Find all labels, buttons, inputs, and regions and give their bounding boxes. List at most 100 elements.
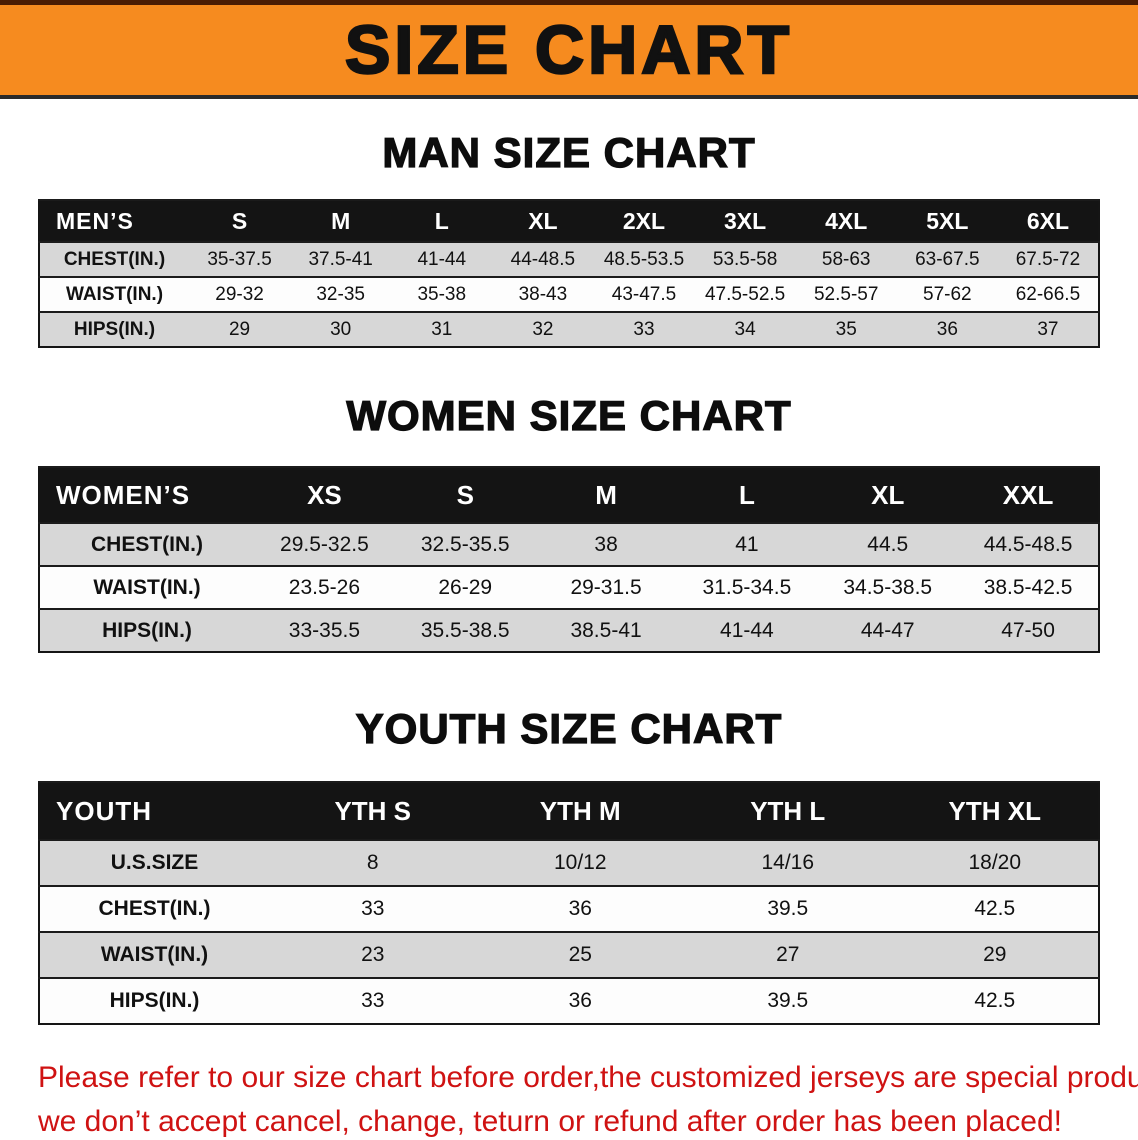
column-header: XL bbox=[817, 467, 958, 523]
table-cell: 29 bbox=[892, 932, 1100, 978]
column-header: S bbox=[395, 467, 536, 523]
column-header: XS bbox=[254, 467, 395, 523]
table-cell: 10/12 bbox=[477, 840, 685, 886]
table-cell: 58-63 bbox=[796, 242, 897, 277]
page-title: SIZE CHART bbox=[345, 11, 793, 89]
disclaimer: Please refer to our size chart before or… bbox=[38, 1059, 1100, 1140]
table-cell: 35.5-38.5 bbox=[395, 609, 536, 652]
row-label: HIPS(IN.) bbox=[39, 609, 254, 652]
column-header: 6XL bbox=[998, 200, 1099, 242]
table-cell: 38.5-42.5 bbox=[958, 566, 1099, 609]
table-cell: 38 bbox=[536, 523, 677, 566]
row-label: CHEST(IN.) bbox=[39, 523, 254, 566]
column-header: 5XL bbox=[897, 200, 998, 242]
table-cell: 41-44 bbox=[391, 242, 492, 277]
table-cell: 33 bbox=[269, 886, 477, 932]
disclaimer-line-2: we don’t accept cancel, change, teturn o… bbox=[38, 1103, 1100, 1140]
column-header: M bbox=[536, 467, 677, 523]
table-cell: 32-35 bbox=[290, 277, 391, 312]
table-cell: 43-47.5 bbox=[593, 277, 694, 312]
table-cell: 47.5-52.5 bbox=[695, 277, 796, 312]
column-header: YTH L bbox=[684, 782, 892, 840]
table-cell: 25 bbox=[477, 932, 685, 978]
row-label: WAIST(IN.) bbox=[39, 566, 254, 609]
table-cell: 26-29 bbox=[395, 566, 536, 609]
table-cell: 31.5-34.5 bbox=[676, 566, 817, 609]
row-label: CHEST(IN.) bbox=[39, 242, 189, 277]
column-header: 2XL bbox=[593, 200, 694, 242]
row-label: WAIST(IN.) bbox=[39, 932, 269, 978]
row-label: U.S.SIZE bbox=[39, 840, 269, 886]
table-cell: 33 bbox=[593, 312, 694, 347]
table-cell: 32.5-35.5 bbox=[395, 523, 536, 566]
table-cell: 35-37.5 bbox=[189, 242, 290, 277]
table-cell: 36 bbox=[477, 978, 685, 1024]
column-header: S bbox=[189, 200, 290, 242]
column-header: L bbox=[676, 467, 817, 523]
table-header-label: YOUTH bbox=[39, 782, 269, 840]
column-header: YTH M bbox=[477, 782, 685, 840]
table-cell: 36 bbox=[897, 312, 998, 347]
table-cell: 41-44 bbox=[676, 609, 817, 652]
column-header: M bbox=[290, 200, 391, 242]
table-cell: 14/16 bbox=[684, 840, 892, 886]
column-header: YTH XL bbox=[892, 782, 1100, 840]
table-cell: 39.5 bbox=[684, 886, 892, 932]
table-cell: 33 bbox=[269, 978, 477, 1024]
table-cell: 47-50 bbox=[958, 609, 1099, 652]
column-header: 4XL bbox=[796, 200, 897, 242]
table-cell: 36 bbox=[477, 886, 685, 932]
table-cell: 32 bbox=[492, 312, 593, 347]
column-header: YTH S bbox=[269, 782, 477, 840]
table-cell: 63-67.5 bbox=[897, 242, 998, 277]
table-cell: 62-66.5 bbox=[998, 277, 1099, 312]
table-cell: 18/20 bbox=[892, 840, 1100, 886]
table-cell: 8 bbox=[269, 840, 477, 886]
table-cell: 44.5 bbox=[817, 523, 958, 566]
table-cell: 48.5-53.5 bbox=[593, 242, 694, 277]
table-cell: 30 bbox=[290, 312, 391, 347]
table-cell: 67.5-72 bbox=[998, 242, 1099, 277]
table-cell: 23.5-26 bbox=[254, 566, 395, 609]
table-cell: 37 bbox=[998, 312, 1099, 347]
table-cell: 35 bbox=[796, 312, 897, 347]
table-cell: 29 bbox=[189, 312, 290, 347]
table-cell: 27 bbox=[684, 932, 892, 978]
table-cell: 44-47 bbox=[817, 609, 958, 652]
column-header: 3XL bbox=[695, 200, 796, 242]
table-cell: 38-43 bbox=[492, 277, 593, 312]
table-cell: 39.5 bbox=[684, 978, 892, 1024]
women-section-heading: WOMEN SIZE CHART bbox=[0, 392, 1138, 440]
table-header-label: WOMEN’S bbox=[39, 467, 254, 523]
table-cell: 52.5-57 bbox=[796, 277, 897, 312]
table-cell: 44-48.5 bbox=[492, 242, 593, 277]
table-cell: 44.5-48.5 bbox=[958, 523, 1099, 566]
table-cell: 34.5-38.5 bbox=[817, 566, 958, 609]
row-label: HIPS(IN.) bbox=[39, 978, 269, 1024]
table-cell: 29.5-32.5 bbox=[254, 523, 395, 566]
table-cell: 42.5 bbox=[892, 886, 1100, 932]
table-cell: 35-38 bbox=[391, 277, 492, 312]
table-cell: 38.5-41 bbox=[536, 609, 677, 652]
disclaimer-line-1: Please refer to our size chart before or… bbox=[38, 1059, 1100, 1097]
table-cell: 31 bbox=[391, 312, 492, 347]
column-header: XXL bbox=[958, 467, 1099, 523]
youth-section-heading: YOUTH SIZE CHART bbox=[0, 705, 1138, 753]
banner: SIZE CHART bbox=[0, 0, 1138, 99]
